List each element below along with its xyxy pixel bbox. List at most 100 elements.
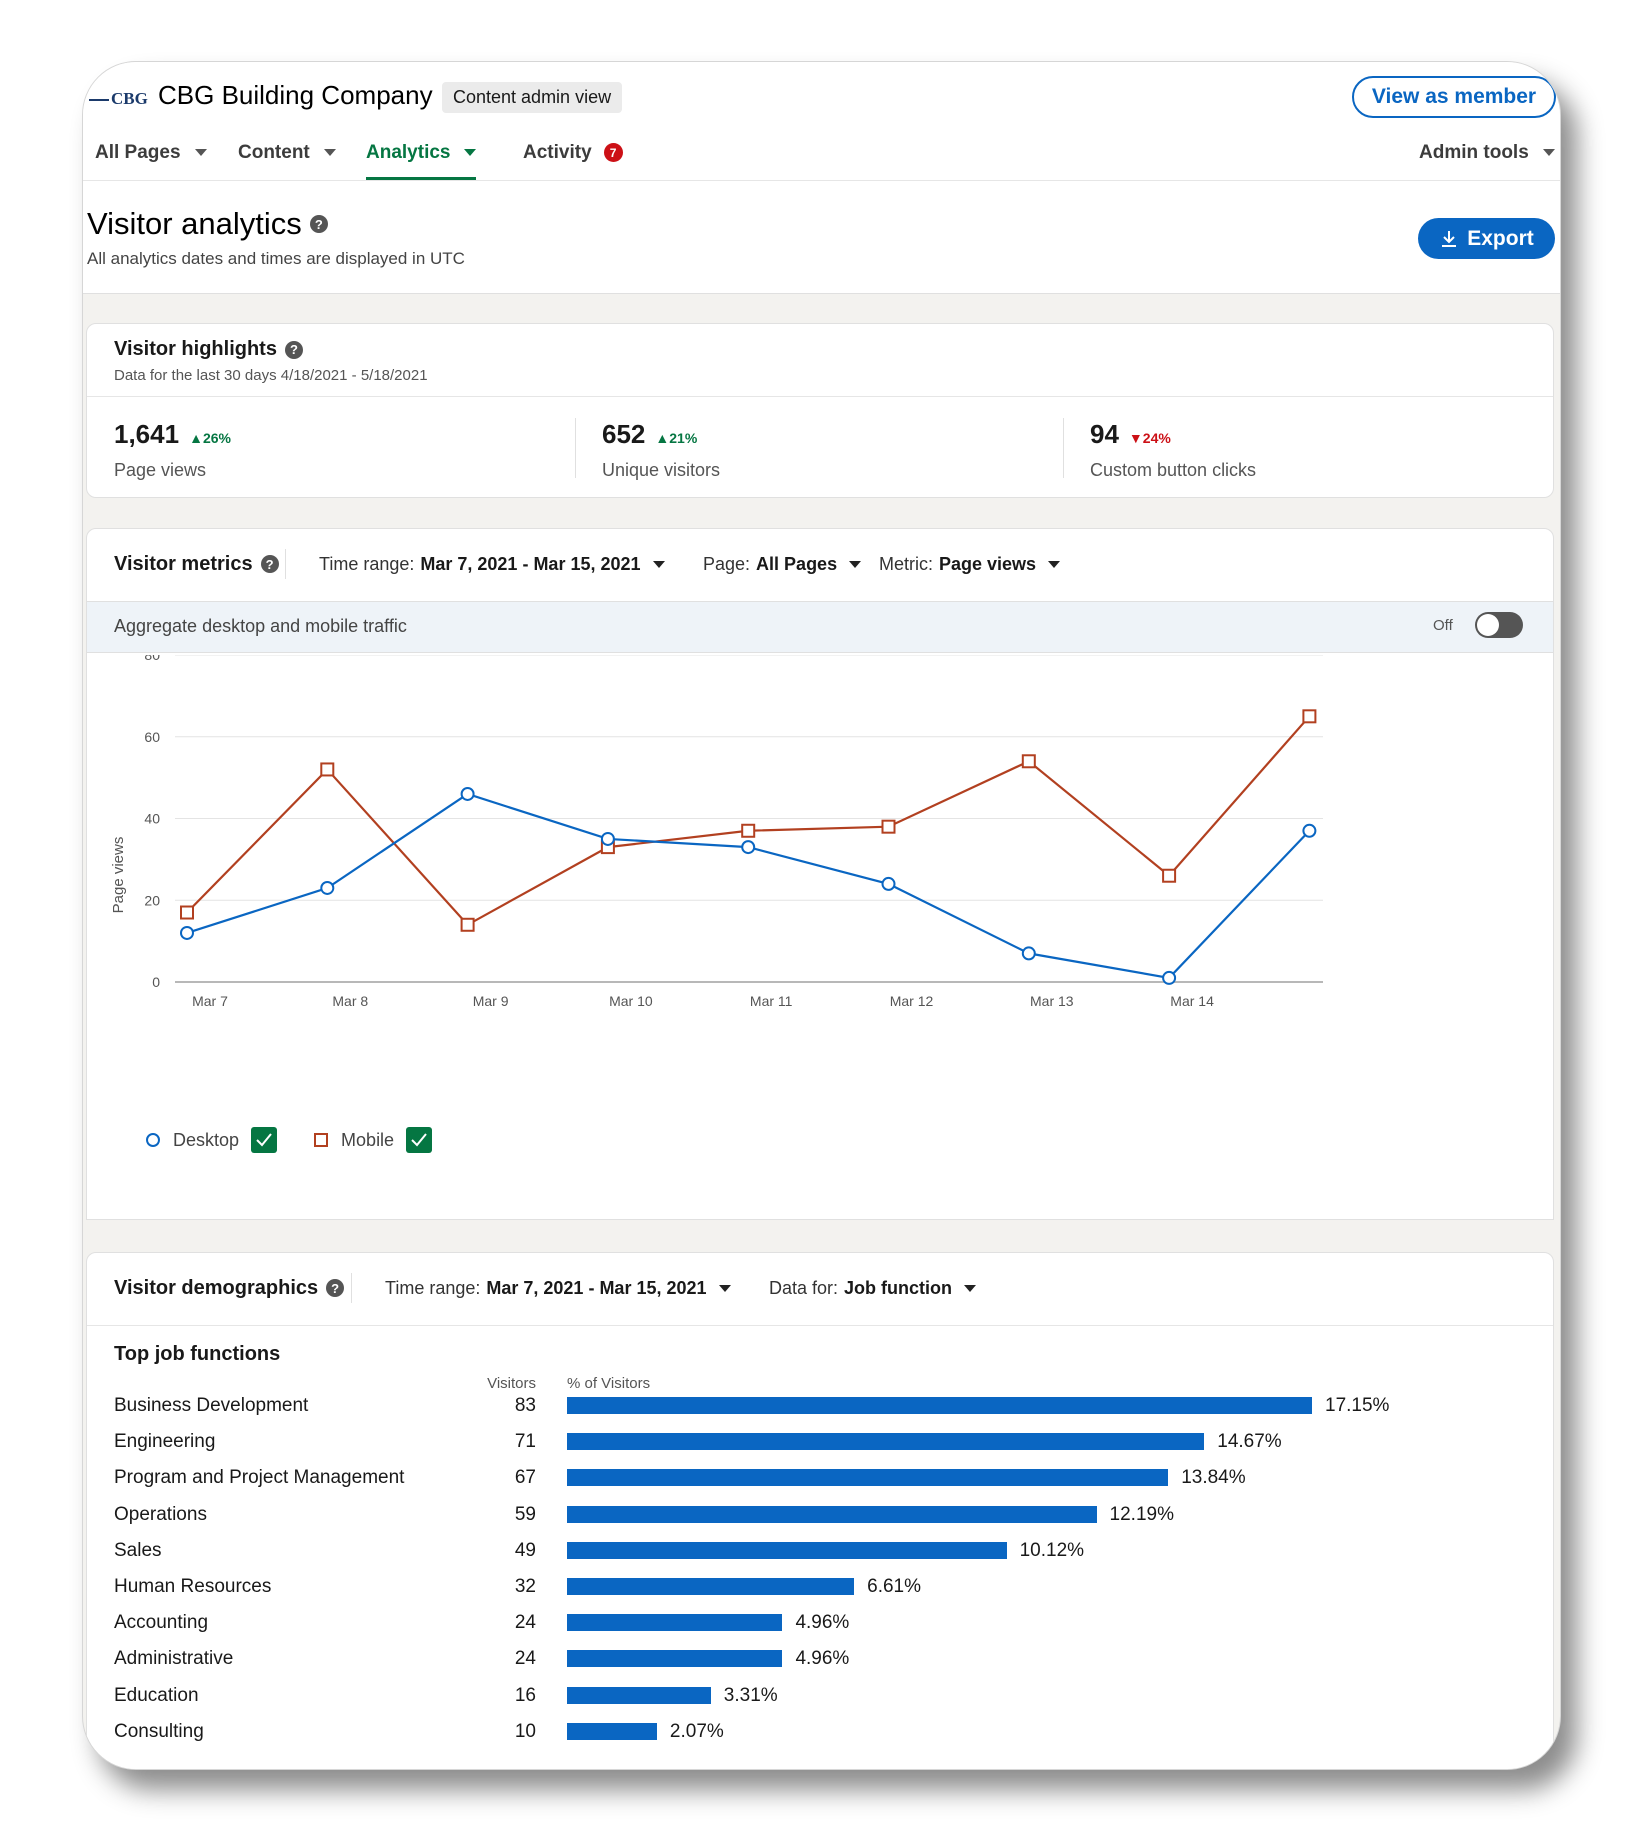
stat-value: 94 (1090, 419, 1119, 449)
data-point-desktop[interactable] (600, 831, 615, 846)
y-tick-label: 20 (144, 892, 160, 908)
admin-nav: All Pages Content Analytics Activity 7 Ad… (83, 128, 1560, 181)
mobile-checkbox[interactable] (406, 1127, 433, 1153)
percentage-bar (567, 1469, 1169, 1487)
filter-value: All Pages (756, 553, 838, 574)
table-row: Business Development 83 17.15% (87, 1395, 1553, 1425)
highlights-title-text: Visitor highlights (114, 338, 277, 360)
series-line-mobile (186, 715, 1311, 927)
desktop-checkbox[interactable] (251, 1127, 278, 1153)
help-icon[interactable]: ? (284, 340, 303, 359)
visitor-metrics-card: Visitor metrics? Time range: Mar 7, 2021 … (86, 528, 1554, 1220)
divider (87, 1325, 1553, 1326)
nav-content[interactable]: Content (238, 128, 336, 177)
help-icon[interactable]: ? (309, 215, 328, 233)
job-function-name: Consulting (114, 1720, 204, 1742)
data-point-desktop[interactable] (881, 876, 896, 891)
stat-change-up: ▲26% (189, 430, 231, 446)
notification-badge: 7 (603, 143, 623, 162)
stat-change-down: ▼24% (1128, 430, 1171, 446)
y-tick-label: 0 (152, 974, 160, 990)
percentage-label: 4.96% (795, 1612, 850, 1634)
caret-down-icon (718, 1284, 731, 1292)
filter-label: Data for: (769, 1277, 839, 1298)
circle-marker-icon (146, 1133, 160, 1147)
app-window: CBG CBG Building Company Content admin v… (82, 61, 1561, 1770)
demographics-title: Visitor demographics? (114, 1253, 345, 1323)
view-as-member-button[interactable]: View as member (1352, 76, 1556, 118)
legend-mobile: Mobile (313, 1127, 433, 1153)
help-icon[interactable]: ? (260, 555, 279, 573)
checkmark-icon (256, 1133, 272, 1147)
nav-admin-tools[interactable]: Admin tools (1419, 128, 1555, 177)
data-point-desktop[interactable] (320, 880, 335, 895)
data-point-mobile[interactable] (460, 917, 475, 932)
stat-label: Custom button clicks (1090, 460, 1257, 480)
stat-custom-button-clicks: 94 ▼24% Custom button clicks (1090, 419, 1256, 481)
demographics-data-for-dropdown[interactable]: Data for: Job function (769, 1253, 977, 1323)
toggle-knob (1477, 614, 1499, 636)
nav-analytics[interactable]: Analytics (366, 128, 477, 180)
percentage-label: 10.12% (1019, 1539, 1085, 1561)
demographics-time-range-dropdown[interactable]: Time range: Mar 7, 2021 - Mar 15, 2021 (385, 1253, 731, 1323)
admin-view-chip: Content admin view (442, 82, 623, 113)
nav-all-pages[interactable]: All Pages (95, 128, 207, 177)
filter-label: Metric: (879, 553, 933, 574)
nav-activity[interactable]: Activity 7 (523, 128, 623, 177)
data-point-mobile[interactable] (881, 819, 896, 834)
data-point-desktop[interactable] (180, 925, 194, 940)
company-name[interactable]: CBG Building Company (158, 80, 433, 110)
divider (1063, 418, 1064, 478)
data-point-mobile[interactable] (1162, 868, 1177, 883)
export-label: Export (1467, 226, 1534, 250)
divider (351, 1273, 352, 1303)
visitor-highlights-card: Visitor highlights? Data for the last 30… (86, 323, 1554, 498)
data-point-desktop[interactable] (741, 840, 756, 855)
data-point-mobile[interactable] (320, 762, 335, 777)
percentage-bar (567, 1505, 1097, 1523)
data-point-mobile[interactable] (1302, 709, 1317, 724)
percentage-label: 6.61% (867, 1576, 921, 1597)
table-row: Accounting 24 4.96% (87, 1612, 1553, 1642)
data-point-mobile[interactable] (180, 905, 194, 920)
x-tick-label: Mar 11 (750, 993, 793, 1009)
job-function-name: Engineering (114, 1431, 216, 1453)
aggregate-toggle[interactable] (1475, 612, 1523, 638)
visitor-count: 49 (514, 1539, 536, 1561)
admin-tools-label: Admin tools (1419, 141, 1529, 163)
table-row: Consulting 10 2.07% (87, 1721, 1553, 1751)
page-title: Visitor analytics? (87, 206, 328, 242)
data-point-desktop[interactable] (1162, 970, 1177, 985)
caret-down-icon (964, 1284, 977, 1292)
table-row: Human Resources 32 6.61% (87, 1576, 1553, 1606)
data-point-desktop[interactable] (460, 786, 475, 801)
data-point-desktop[interactable] (1302, 823, 1317, 838)
legend-desktop: Desktop (145, 1127, 278, 1153)
data-point-mobile[interactable] (741, 823, 756, 838)
table-row: Administrative 24 4.96% (87, 1648, 1553, 1678)
metrics-page-dropdown[interactable]: Page: All Pages (703, 529, 862, 599)
help-icon[interactable]: ? (326, 1279, 345, 1297)
data-point-mobile[interactable] (1021, 754, 1036, 769)
page-title-text: Visitor analytics (87, 206, 302, 241)
job-function-name: Human Resources (114, 1576, 272, 1597)
metrics-title: Visitor metrics? (114, 529, 279, 599)
job-function-name: Business Development (114, 1395, 309, 1416)
metrics-title-text: Visitor metrics (114, 552, 253, 575)
export-button[interactable]: Export (1418, 218, 1555, 259)
caret-down-icon (323, 149, 336, 156)
data-point-desktop[interactable] (1021, 946, 1036, 961)
nav-analytics-label: Analytics (366, 141, 451, 163)
series-line-desktop (186, 792, 1311, 980)
metrics-metric-dropdown[interactable]: Metric: Page views (879, 529, 1061, 599)
filter-value: Job function (844, 1277, 953, 1298)
y-tick-label: 60 (144, 729, 160, 745)
section-title: Top job functions (114, 1343, 281, 1365)
caret-down-icon (849, 560, 862, 568)
metrics-time-range-dropdown[interactable]: Time range: Mar 7, 2021 - Mar 15, 2021 (319, 529, 665, 599)
company-logo[interactable]: CBG (89, 89, 148, 109)
percentage-bar (567, 1650, 783, 1668)
visitor-metrics-chart: Page views 0 20 40 60 80 Mar 7 Mar 8 Mar 9 Mar 1… (110, 655, 1323, 1009)
nav-content-label: Content (238, 141, 310, 163)
job-function-name: Sales (114, 1539, 162, 1561)
